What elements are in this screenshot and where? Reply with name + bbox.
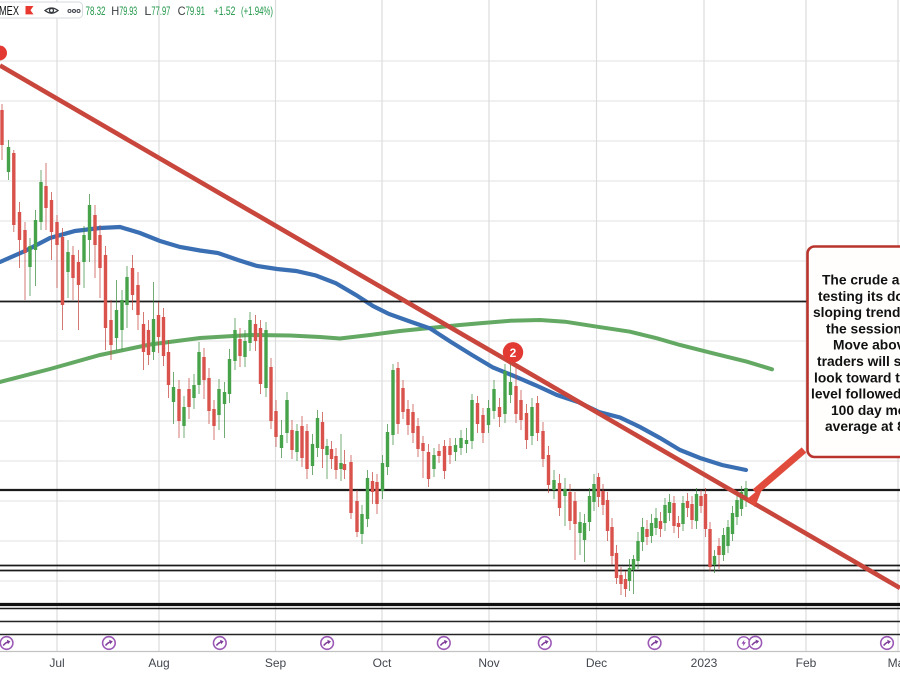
svg-text:78.32: 78.32 xyxy=(86,4,106,18)
svg-text:Jul: Jul xyxy=(49,656,64,670)
svg-text:79.91: 79.91 xyxy=(186,4,205,18)
svg-text:+1.52: +1.52 xyxy=(214,4,236,18)
svg-text:Oct: Oct xyxy=(373,656,392,670)
svg-text:(+1.94%): (+1.94%) xyxy=(241,4,273,18)
svg-text:the session highs: the session highs xyxy=(826,321,900,336)
svg-text:H: H xyxy=(111,4,119,18)
svg-text:77.97: 77.97 xyxy=(151,4,170,18)
svg-text:Aug: Aug xyxy=(148,656,169,670)
svg-text:traders will start t: traders will start t xyxy=(817,354,900,369)
svg-text:2023: 2023 xyxy=(691,656,718,670)
svg-text:79.93: 79.93 xyxy=(119,4,137,18)
svg-text:C: C xyxy=(178,4,186,18)
svg-text:level followed by t: level followed by t xyxy=(811,387,900,402)
svg-text:MEX: MEX xyxy=(0,3,19,18)
svg-text:L: L xyxy=(144,4,151,18)
svg-text:Nov: Nov xyxy=(478,656,499,670)
svg-text:look toward the 82: look toward the 82 xyxy=(814,370,900,385)
svg-text:Feb: Feb xyxy=(796,656,817,670)
svg-text:sloping trendline n: sloping trendline n xyxy=(813,305,900,320)
svg-text:Dec: Dec xyxy=(586,656,607,670)
svg-text:Move above and t: Move above and t xyxy=(833,338,900,353)
svg-text:testing its downwa: testing its downwa xyxy=(818,289,900,304)
svg-text:Sep: Sep xyxy=(265,656,287,670)
svg-text:Mar: Mar xyxy=(888,656,900,670)
svg-text:100 day moving: 100 day moving xyxy=(831,403,900,418)
svg-text:The crude appears: The crude appears xyxy=(822,273,900,288)
svg-text:2: 2 xyxy=(510,346,517,360)
svg-text:average at 82.40: average at 82.40 xyxy=(825,419,900,434)
